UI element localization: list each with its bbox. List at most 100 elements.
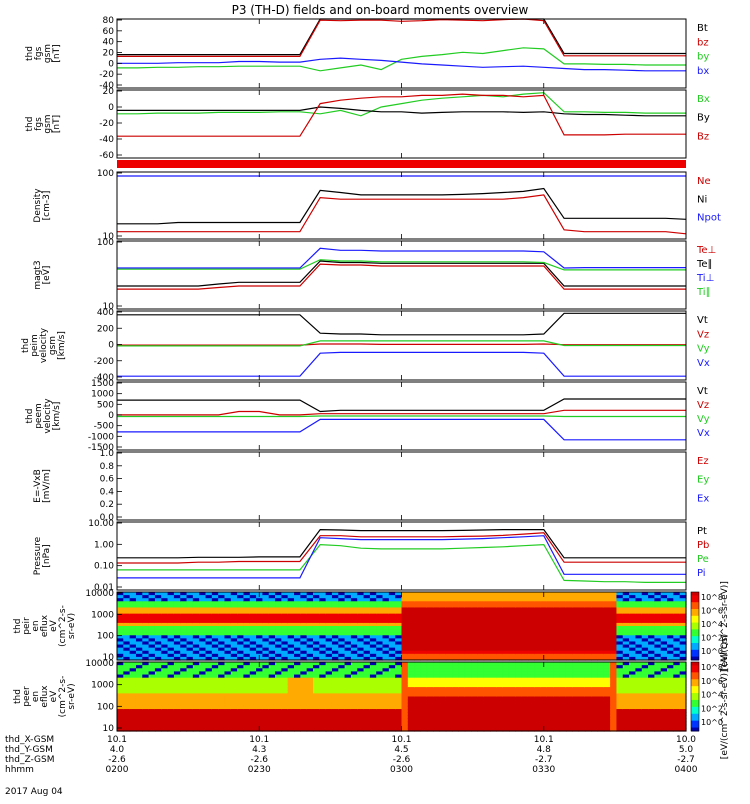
spectrogram-cell: [363, 677, 371, 682]
spectrogram-cell: [553, 693, 561, 698]
spectrogram-cell: [648, 690, 655, 694]
colorbar-segment: [691, 602, 699, 605]
spectrogram-cell: [369, 601, 377, 605]
spectrogram-cell: [180, 644, 188, 649]
spectrogram-cell: [123, 727, 131, 732]
spectrogram-cell: [591, 712, 599, 716]
spectrogram-cell: [502, 592, 510, 596]
spectrogram-cell: [338, 683, 346, 688]
spectrogram-cell: [344, 680, 352, 685]
spectrogram-cell: [338, 650, 346, 655]
spectrogram-cell: [294, 592, 301, 596]
spectrogram-cell: [135, 595, 143, 599]
spectrogram-cell: [350, 705, 358, 710]
spectrogram-cell: [629, 705, 637, 710]
spectrogram-cell: [300, 712, 308, 716]
spectrogram-cell: [268, 690, 276, 694]
y-axis-label: eflux: [40, 685, 50, 708]
spectrogram-cell: [369, 644, 377, 649]
spectrogram-cell: [401, 598, 409, 602]
spectrogram-cell: [490, 687, 497, 691]
spectrogram-cell: [679, 677, 687, 682]
spectrogram-cell: [199, 665, 207, 669]
spectrogram-cell: [527, 705, 535, 710]
spectrogram-cell: [660, 601, 668, 605]
spectrogram-cell: [591, 650, 599, 655]
spectrogram-cell: [230, 604, 238, 609]
spectrogram-cell: [673, 601, 681, 605]
series-line-Vz: [117, 343, 686, 346]
spectrogram-cell: [218, 629, 226, 633]
spectrogram-cell: [572, 595, 580, 599]
spectrogram-cell: [477, 592, 485, 596]
spectrogram-cell: [483, 715, 491, 720]
spectrogram-cell: [357, 650, 365, 655]
spectrogram-cell: [572, 709, 580, 713]
spectrogram-cell: [572, 712, 580, 716]
spectrogram-cell: [445, 613, 453, 618]
spectrogram-cell: [572, 604, 580, 609]
spectrogram-cell: [312, 674, 320, 679]
spectrogram-cell: [268, 595, 276, 599]
spectrogram-cell: [502, 638, 510, 643]
spectrogram-cell: [452, 607, 459, 612]
spectrogram-cell: [559, 592, 567, 596]
spectrogram-cell: [369, 690, 377, 694]
spectrogram-cell: [344, 683, 352, 688]
spectrogram-cell: [660, 647, 668, 652]
spectrogram-cell: [616, 662, 624, 666]
colorbar-tick-label: 10^8: [701, 663, 723, 672]
spectrogram-cell: [357, 653, 365, 658]
spectrogram-cell: [648, 662, 655, 666]
spectrogram-cell: [148, 662, 156, 666]
spectrogram-cell: [243, 696, 251, 701]
spectrogram-cell: [635, 632, 643, 636]
spectrogram-cell: [319, 687, 327, 691]
spectrogram-cell: [629, 724, 637, 729]
spectrogram-cell: [300, 683, 308, 688]
spectrogram-cell: [597, 718, 605, 723]
spectrogram-cell: [477, 724, 485, 729]
spectrogram-cell: [268, 718, 276, 723]
spectrogram-cell: [268, 619, 276, 624]
spectrogram-cell: [477, 699, 485, 704]
spectrogram-cell: [490, 619, 497, 624]
spectrogram-cell: [205, 610, 213, 615]
spectrogram-cell: [452, 592, 459, 596]
spectrogram-cell: [275, 641, 282, 646]
spectrogram-cell: [180, 601, 188, 605]
spectrogram-cell: [344, 616, 352, 621]
spectrogram-cell: [154, 709, 162, 713]
spectrogram-cell: [325, 715, 333, 720]
spectrogram-cell: [237, 715, 245, 720]
colorbar-segment: [691, 622, 699, 625]
series-line-by: [117, 47, 686, 72]
spectrogram-cell: [256, 626, 264, 630]
spectrogram-cell: [306, 662, 314, 666]
spectrogram-cell: [648, 718, 655, 723]
spectrogram-cell: [667, 616, 674, 621]
spectrogram-cell: [553, 715, 561, 720]
spectrogram-cell: [205, 668, 213, 673]
spectrogram-cell: [407, 601, 415, 605]
spectrogram-cell: [256, 610, 264, 615]
spectrogram-cell: [129, 650, 137, 655]
spectrogram-cell: [584, 644, 592, 649]
spectrogram-cell: [546, 724, 554, 729]
spectrogram-cell: [502, 632, 510, 636]
spectrogram-cell: [306, 677, 314, 682]
spectrogram-cell: [350, 647, 358, 652]
spectrogram-cell: [559, 626, 567, 630]
spectrogram-cell: [502, 619, 510, 624]
spectrogram-cell: [357, 607, 365, 612]
spectrogram-cell: [407, 616, 415, 621]
spectrogram-cell: [243, 705, 251, 710]
spectrogram-cell: [464, 724, 472, 729]
spectrogram-cell: [546, 668, 554, 673]
spectrogram-cell: [534, 718, 542, 723]
spectrogram-cell: [388, 622, 396, 627]
spectrogram-cell: [490, 601, 497, 605]
spectrogram-cell: [186, 638, 194, 643]
spectrogram-cell: [230, 683, 238, 688]
spectrogram-cell: [496, 613, 504, 618]
